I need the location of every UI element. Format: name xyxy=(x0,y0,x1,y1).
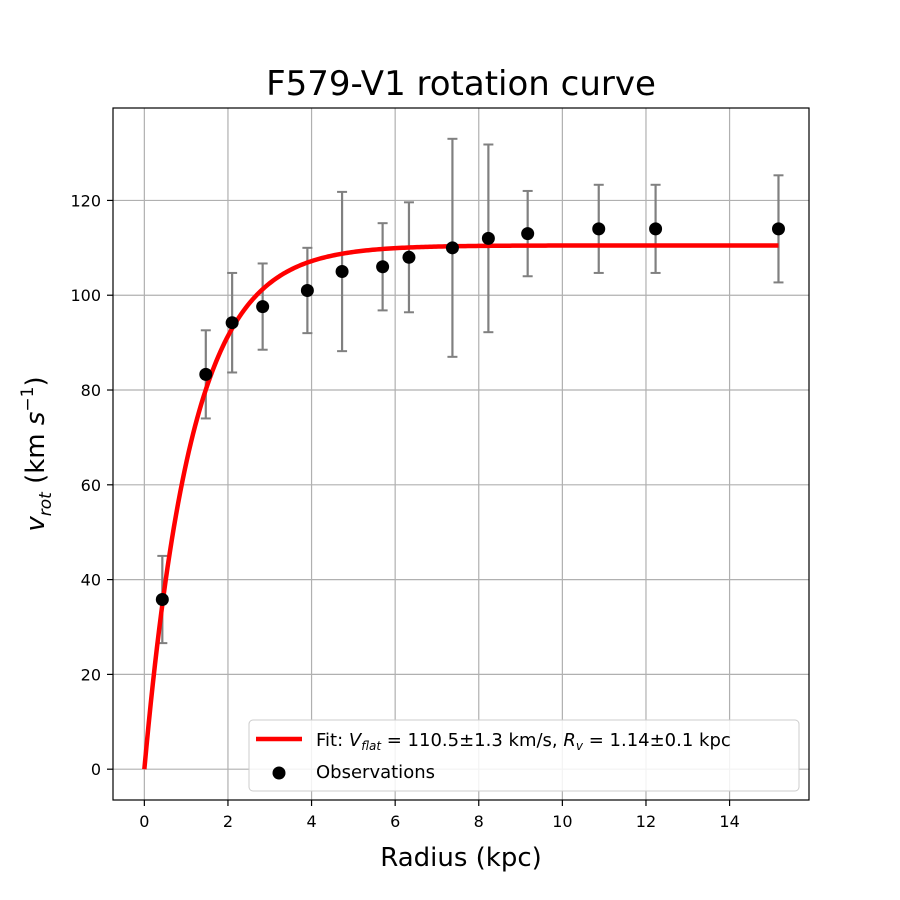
x-tick-label: 2 xyxy=(223,812,233,831)
y-label-unit-close: ) xyxy=(21,376,51,386)
observation-point xyxy=(335,265,349,279)
chart-title: F579-V1 rotation curve xyxy=(266,64,656,104)
x-tick-label: 4 xyxy=(306,812,316,831)
legend-fit-label: Fit: Vflat = 110.5±1.3 km/s, Rv = 1.14±0… xyxy=(316,730,731,753)
legend-fit-vsub: flat xyxy=(361,739,382,753)
y-tick-label: 100 xyxy=(70,286,101,305)
observation-point xyxy=(402,250,416,264)
x-axis-label: Radius (kpc) xyxy=(380,843,542,873)
y-tick-label: 40 xyxy=(81,571,101,590)
y-axis-ticks: 0 20 40 60 80 100 120 xyxy=(70,191,113,779)
x-tick-label: 10 xyxy=(552,812,572,831)
x-tick-label: 14 xyxy=(719,812,739,831)
legend-fit-vval: = 110.5±1.3 km/s, xyxy=(381,730,563,751)
observation-point xyxy=(771,222,785,236)
y-label-subscript: rot xyxy=(36,491,56,516)
x-tick-label: 0 xyxy=(139,812,149,831)
legend: Fit: Vflat = 110.5±1.3 km/s, Rv = 1.14±0… xyxy=(248,719,800,792)
legend-fit-rsym: R xyxy=(563,730,576,751)
observation-point xyxy=(155,593,169,607)
legend-box xyxy=(248,719,800,792)
y-label-unit-open: (km xyxy=(21,425,51,492)
y-tick-label: 120 xyxy=(70,191,101,210)
grid-lines xyxy=(113,108,809,800)
observation-point xyxy=(256,300,270,314)
y-tick-label: 60 xyxy=(81,476,101,495)
x-tick-label: 6 xyxy=(390,812,400,831)
fit-line xyxy=(142,243,779,770)
legend-fit-rval: = 1.14±0.1 kpc xyxy=(583,730,731,751)
legend-observations-marker xyxy=(272,766,286,780)
y-tick-label: 0 xyxy=(91,760,101,779)
observation-point xyxy=(481,231,495,245)
observation-points xyxy=(155,222,785,607)
legend-fit-rsub: v xyxy=(576,739,584,753)
y-tick-label: 20 xyxy=(81,665,101,684)
fit-curve xyxy=(142,243,779,770)
legend-observations-label: Observations xyxy=(316,762,435,783)
y-axis-label: vrot (km s−1) xyxy=(18,376,56,531)
x-tick-label: 8 xyxy=(474,812,484,831)
observation-point xyxy=(225,316,239,330)
observation-point xyxy=(649,222,663,236)
legend-fit-prefix: Fit: xyxy=(316,730,349,751)
observation-point xyxy=(199,367,213,381)
observation-point xyxy=(445,241,459,255)
observation-point xyxy=(300,283,314,297)
observation-point xyxy=(521,227,535,241)
x-tick-label: 12 xyxy=(636,812,656,831)
y-label-symbol: v xyxy=(21,516,51,532)
y-label-unit-s: s xyxy=(21,412,51,426)
y-label-exponent: −1 xyxy=(18,387,38,412)
y-tick-label: 80 xyxy=(81,381,101,400)
legend-fit-vsym: V xyxy=(349,730,363,751)
observation-point xyxy=(592,222,606,236)
x-axis-ticks: 0 2 4 6 8 10 12 14 xyxy=(139,800,740,831)
plot-frame xyxy=(112,107,810,801)
observation-point xyxy=(376,260,390,274)
